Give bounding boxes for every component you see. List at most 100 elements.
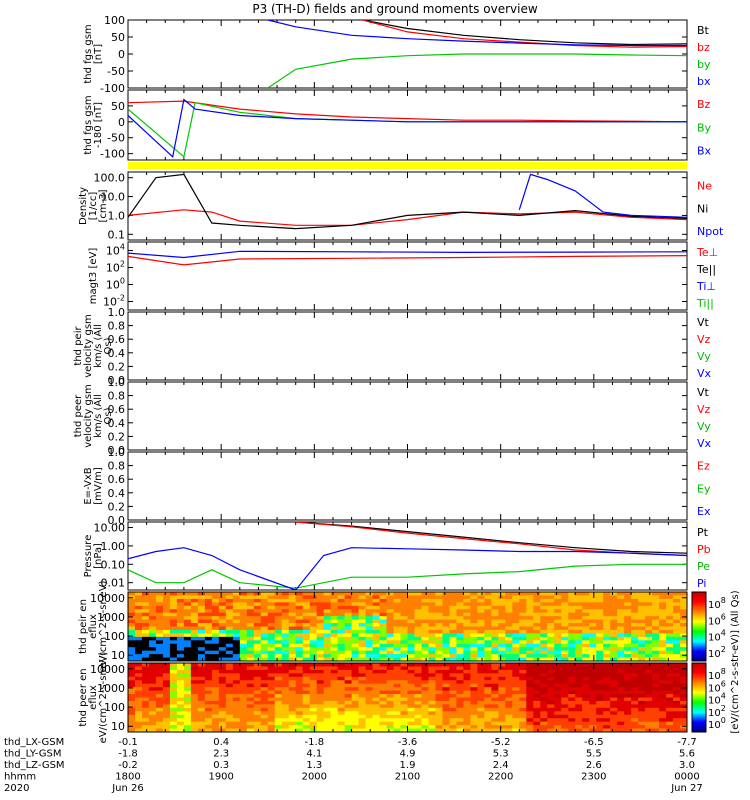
spectrogram-cell [463,687,471,691]
spectrogram-cell [638,697,646,702]
spectrogram-cell [155,680,164,685]
spectrogram-cell [281,690,290,695]
spectrogram-cell [449,650,457,655]
spectrogram-cell [281,700,290,705]
spectrogram-cell [351,636,359,641]
spectrogram-cell [302,623,311,627]
spectrogram-cell [288,714,297,719]
spectrogram-cell [547,592,555,596]
spectrogram-cell [323,680,332,685]
spectrogram-cell [645,602,653,607]
spectrogram-cell [652,595,660,600]
spectrogram-cell [484,633,492,638]
spectrogram-cell [449,669,457,674]
spectrogram-cell [617,690,625,695]
spectrogram-cell [337,629,346,634]
spectrogram-cell [386,616,394,620]
spectrogram-cell [246,612,255,617]
spectrogram-cell [379,602,387,607]
spectrogram-cell [218,650,227,655]
spectrogram-cell [351,643,359,648]
spectrogram-cell [624,592,632,596]
spectrogram-cell [372,616,380,620]
spectrogram-cell [547,663,555,667]
spectrogram-cell [309,714,318,719]
spectrogram-cell [603,680,611,685]
spectrogram-cell [673,700,681,705]
spectrogram-cell [435,650,443,655]
y-tick-label: 0.2 [108,500,126,513]
spectrogram-cell [407,619,415,624]
spectrogram-cell [267,629,276,634]
spectrogram-cell [386,643,394,648]
series-ti [128,250,687,259]
spectrogram-cell [533,657,541,662]
spectrogram-cell [666,690,674,695]
spectrogram-cell [442,629,450,634]
spectrogram-cell [141,714,150,719]
spectrogram-cell [491,609,499,614]
spectrogram-cell [526,605,534,610]
y-axis-label-line: [nPa] [93,543,104,569]
spectrogram-cell [344,721,352,726]
spectrogram-cell [148,619,157,624]
spectrogram-cell [330,676,339,681]
legend-vz: Vz [697,333,711,346]
spectrogram-cell [372,592,380,596]
spectrogram-cell [288,721,297,726]
spectrogram-cell [449,683,457,688]
spectrogram-cell [253,636,262,641]
spectrogram-cell [491,616,499,620]
spectrogram-cell [533,650,541,655]
spectrogram-cell [386,592,394,596]
spectrogram-cell [673,697,681,702]
y-tick-label: 104 [106,243,125,258]
spectrogram-cell [603,647,611,652]
spectrogram-cell [400,605,408,610]
spectrogram-cell [624,626,632,631]
spectrogram-cell [239,633,248,638]
spectrogram-cell [358,633,366,638]
spectrogram-cell [617,711,625,716]
spectrogram-cell [554,636,562,641]
spectrogram-cell [379,694,387,698]
spectrogram-cell [183,725,192,729]
spectrogram-cell [162,704,171,709]
spectrogram-cell [218,623,227,627]
spectrogram-cell [351,666,359,671]
spectrogram-cell [218,673,227,678]
spectrogram-cell [148,643,157,648]
spectrogram-cell [505,654,513,658]
spectrogram-cell [162,694,171,698]
spectrogram-cell [582,666,590,671]
spectrogram-cell [645,654,653,658]
spectrogram-cell [638,605,646,610]
spectrogram-cell [162,680,171,685]
spectrogram-cell [190,609,199,614]
spectrogram-cell [470,598,478,603]
spectrogram-cell [554,633,562,638]
spectrogram-cell [659,683,667,688]
spectrogram-cell [183,605,192,610]
spectrogram-cell [190,718,199,723]
spectrogram-cell [568,633,576,638]
spectrogram-cell [288,711,297,716]
spectrogram-cell [190,697,199,702]
spectrogram-cell [351,602,359,607]
spectrogram-cell [379,605,387,610]
spectrogram-cell [428,619,436,624]
spectrogram-cell [295,605,304,610]
spectrogram-cell [470,602,478,607]
spectrogram-cell [498,718,506,723]
spectrogram-cell [197,592,206,596]
spectrogram-cell [666,602,674,607]
spectrogram-cell [603,694,611,698]
spectrogram-cell [526,704,534,709]
spectrogram-cell [141,650,150,655]
spectrogram-cell [498,633,506,638]
spectrogram-cell [442,602,450,607]
spectrogram-cell [365,643,373,648]
spectrogram-cell [512,612,520,617]
y-tick-label: 0.4 [108,347,126,360]
y-axis-label: E=-VxB[mV/m] [83,467,104,505]
